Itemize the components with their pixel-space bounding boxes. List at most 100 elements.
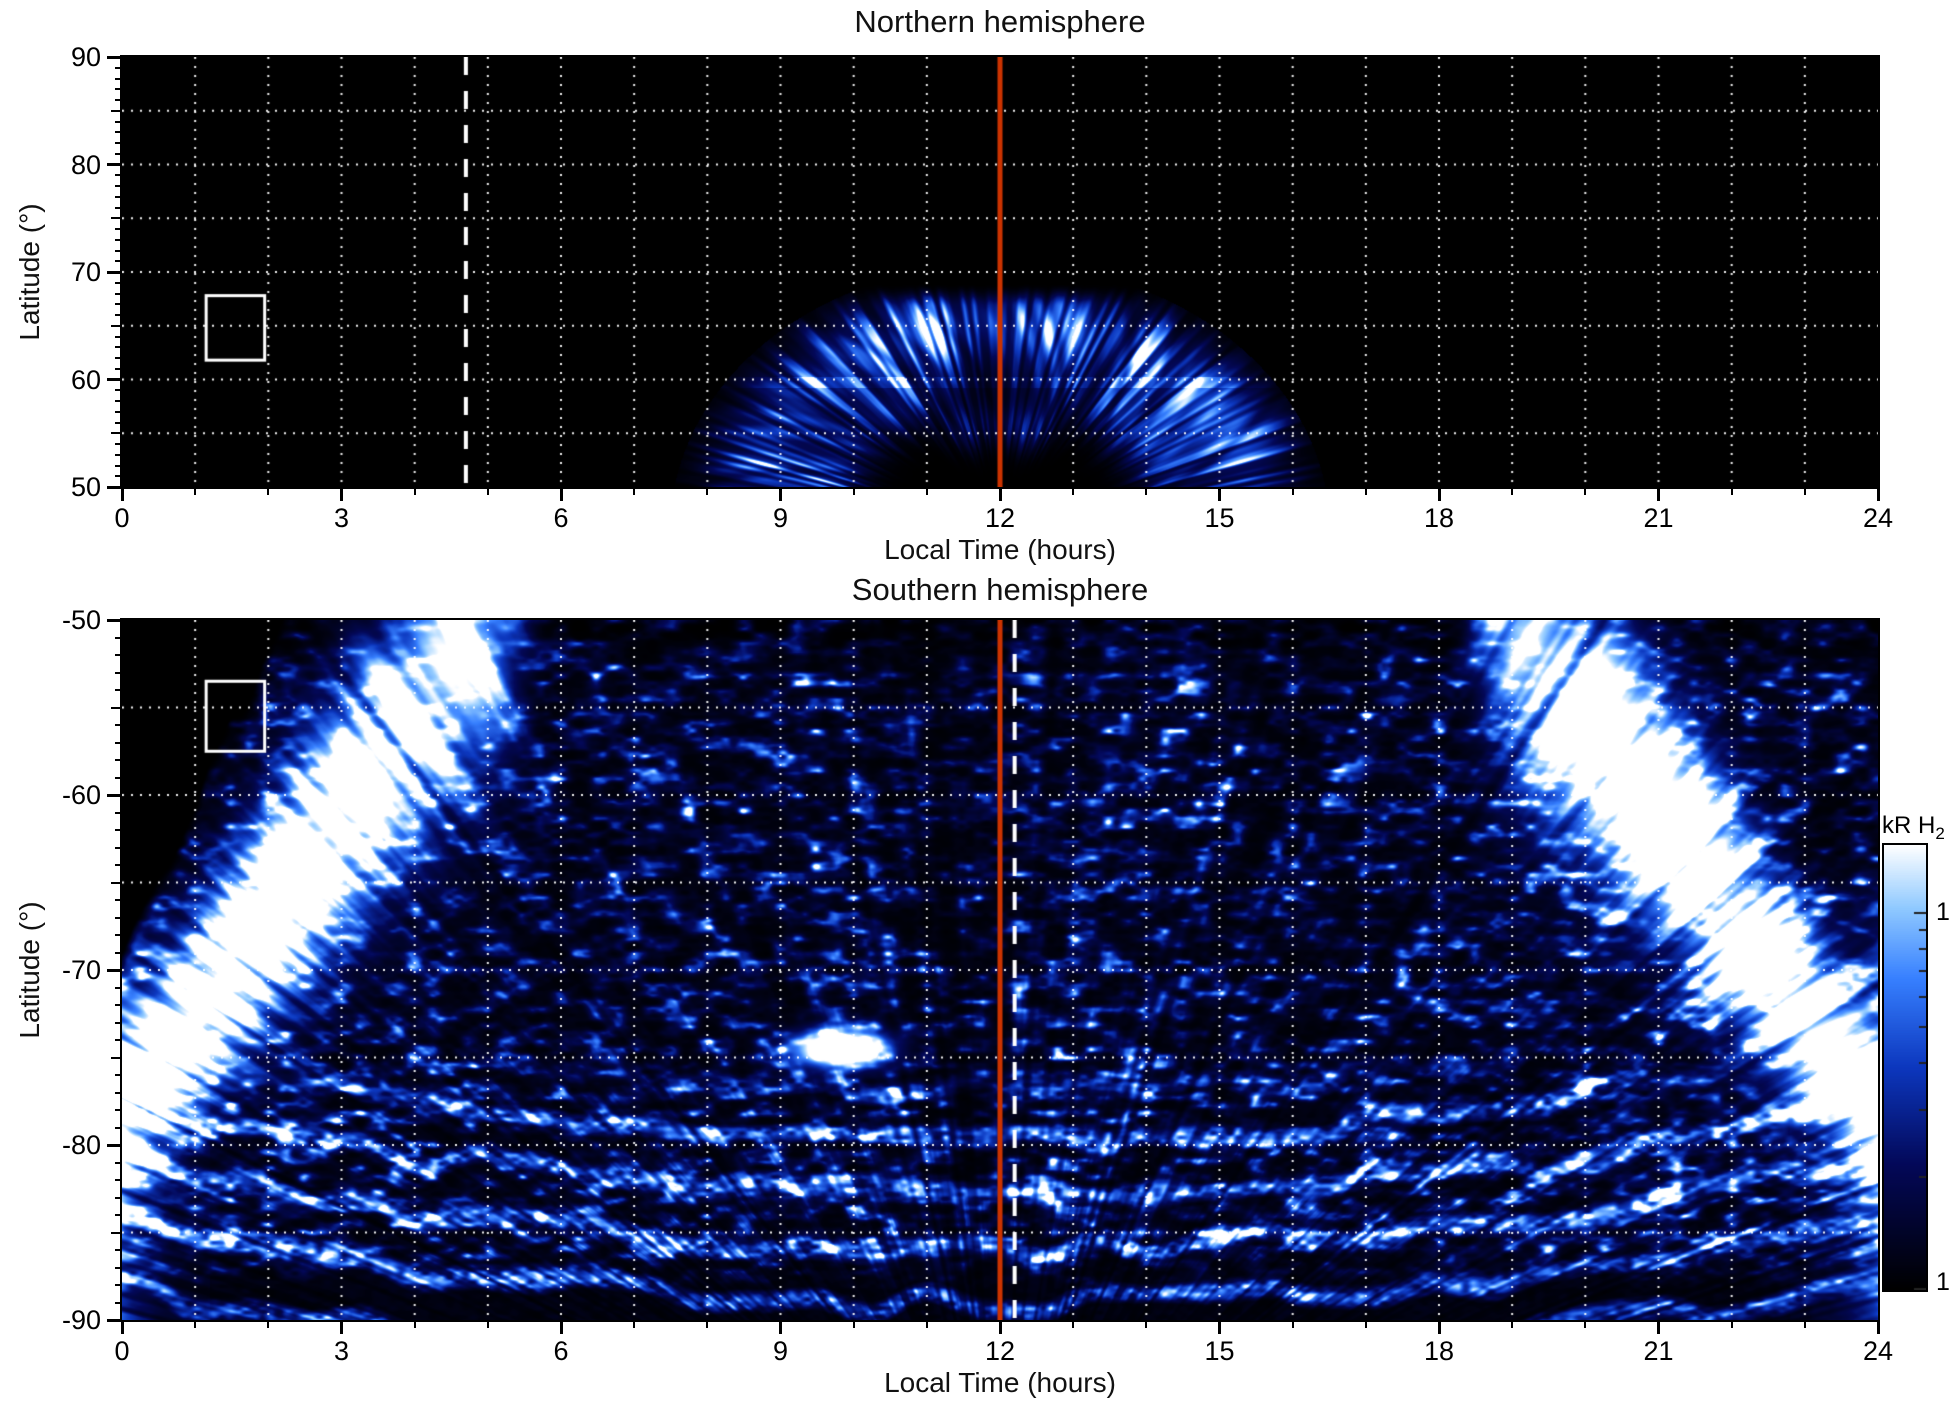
x-axis-tick [340, 489, 343, 501]
x-axis-tick [413, 489, 416, 495]
x-axis-tick [120, 1322, 124, 1334]
y-axis-tick [107, 793, 120, 797]
south-heatmap-canvas [122, 620, 1878, 1320]
x-axis-tick [633, 1322, 636, 1328]
x-axis-tick [340, 1322, 343, 1334]
x-axis-tick [1145, 489, 1148, 495]
x-tick-label: 18 [1423, 503, 1455, 533]
x-axis-tick [779, 1322, 782, 1334]
x-tick-label: 9 [772, 1336, 789, 1366]
x-axis-tick [706, 489, 709, 495]
y-tick-label: -90 [61, 1305, 101, 1335]
x-tick-label: 12 [984, 1336, 1016, 1366]
x-axis-tick [1364, 489, 1367, 495]
x-tick-label: 21 [1643, 503, 1674, 533]
y-tick-label: -50 [61, 605, 101, 635]
x-axis-tick [1364, 1322, 1367, 1328]
x-axis-tick [1876, 489, 1880, 501]
x-axis-tick [1511, 489, 1514, 495]
y-axis-tick [107, 270, 120, 274]
x-axis-tick [194, 1322, 197, 1328]
south-title: Southern hemisphere [851, 572, 1149, 607]
north-y-axis-label: Latitude (°) [14, 203, 45, 341]
x-tick-label: 24 [1862, 503, 1894, 533]
x-axis-tick [1803, 489, 1806, 495]
colorbar-title-text: kR H [1882, 812, 1936, 839]
y-tick-label: 80 [70, 149, 101, 180]
x-tick-label: 18 [1423, 1336, 1455, 1366]
colorbar-tick-label: 1 [1936, 1268, 1950, 1296]
x-tick-label: 0 [114, 1336, 130, 1366]
north-title: Northern hemisphere [854, 4, 1146, 39]
x-axis-tick [486, 489, 489, 495]
x-tick-label: 12 [984, 503, 1016, 533]
y-tick-label: 50 [70, 472, 101, 502]
x-tick-label: 21 [1643, 1336, 1674, 1366]
x-axis-tick [1218, 1322, 1221, 1334]
x-axis-tick [1145, 1322, 1148, 1328]
y-axis-tick [111, 109, 120, 112]
colorbar-title: kR H2 [1882, 812, 1945, 844]
x-axis-tick [1218, 489, 1221, 501]
x-axis-tick [486, 1322, 489, 1328]
x-axis-tick [706, 1322, 709, 1328]
y-tick-label: -80 [61, 1130, 101, 1160]
x-axis-tick [1584, 489, 1587, 495]
north-heatmap-canvas [122, 57, 1878, 487]
x-tick-label: 24 [1862, 1336, 1894, 1366]
x-axis-tick [559, 489, 563, 501]
x-tick-label: 9 [772, 503, 789, 533]
y-axis-tick [107, 378, 120, 381]
x-axis-tick [1437, 489, 1441, 501]
colorbar-canvas [1884, 845, 1926, 1290]
x-axis-tick [633, 489, 636, 495]
x-tick-label: 3 [333, 1336, 350, 1366]
x-axis-tick [194, 489, 197, 495]
y-tick-label: -60 [61, 780, 101, 810]
y-axis-tick [107, 1143, 120, 1147]
colorbar-tick-label: 10 [1936, 897, 1950, 926]
x-axis-tick [559, 1322, 563, 1334]
x-axis-tick [120, 489, 124, 501]
x-axis-tick [852, 1322, 855, 1328]
x-axis-tick [1072, 1322, 1075, 1328]
x-axis-tick [779, 489, 782, 501]
south-x-axis-label: Local Time (hours) [884, 1367, 1116, 1398]
y-axis-tick [111, 1056, 120, 1059]
x-axis-tick [998, 1322, 1002, 1334]
south-heatmap-plot [120, 618, 1880, 1322]
y-tick-label: 60 [70, 364, 101, 395]
y-axis-tick [111, 881, 120, 884]
south-y-axis-label: Latitude (°) [14, 901, 45, 1039]
north-heatmap-plot [120, 55, 1880, 489]
x-axis-tick [925, 489, 928, 495]
y-axis-tick [111, 706, 120, 709]
y-axis-tick [107, 618, 120, 622]
colorbar-title-sub: 2 [1935, 823, 1945, 843]
x-axis-tick [267, 489, 270, 495]
x-axis-tick [267, 1322, 270, 1328]
x-tick-label: 6 [553, 503, 569, 533]
y-axis-tick [107, 968, 120, 972]
y-axis-tick [111, 432, 120, 435]
y-tick-label: 90 [70, 42, 101, 72]
x-axis-tick [1511, 1322, 1514, 1328]
x-axis-tick [1437, 1322, 1441, 1334]
x-axis-tick [1803, 1322, 1806, 1328]
x-tick-label: 3 [333, 503, 350, 533]
x-tick-label: 0 [114, 503, 130, 533]
y-axis-tick [107, 1318, 120, 1322]
x-axis-tick [413, 1322, 416, 1328]
y-axis-tick [111, 324, 120, 327]
north-x-axis-label: Local Time (hours) [884, 534, 1116, 565]
x-axis-tick [1584, 1322, 1587, 1328]
x-axis-tick [1291, 1322, 1294, 1328]
x-axis-tick [925, 1322, 928, 1328]
x-axis-tick [1730, 1322, 1733, 1328]
y-axis-tick [107, 485, 120, 489]
x-axis-tick [1876, 1322, 1880, 1334]
x-axis-tick [1291, 489, 1294, 495]
x-axis-tick [1072, 489, 1075, 495]
y-axis-tick [107, 55, 120, 59]
